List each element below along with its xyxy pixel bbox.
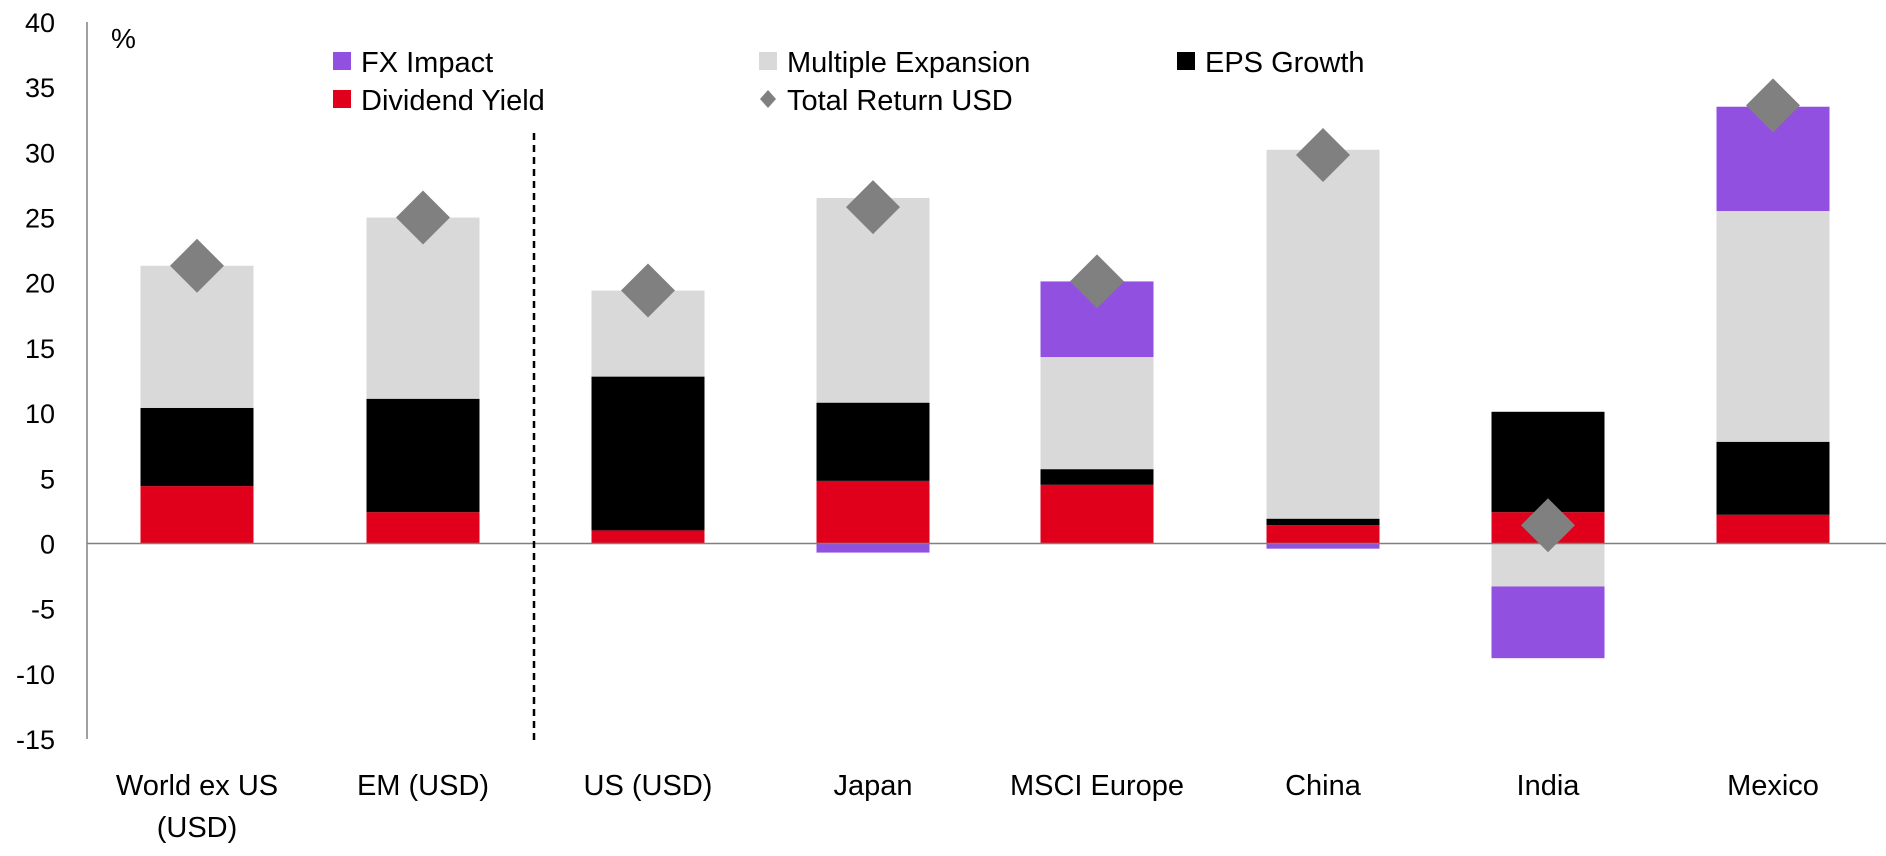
bar-multiple-expansion: [366, 217, 480, 399]
bars-layer: [140, 106, 1830, 659]
x-category-label: Japan: [833, 770, 912, 802]
legend-label: Total Return USD: [787, 85, 1013, 117]
legend-diamond-icon: [760, 90, 776, 108]
bar-multiple-expansion: [1040, 357, 1154, 470]
total-return-diamond: [846, 180, 900, 235]
x-category-label: Mexico: [1727, 770, 1819, 802]
total-return-diamond: [1746, 78, 1800, 133]
legend-label: Multiple Expansion: [787, 47, 1030, 79]
bar-dividend-yield: [1040, 484, 1154, 544]
bar-dividend-yield: [591, 530, 705, 544]
x-category-label: India: [1517, 770, 1581, 802]
y-tick-label: -5: [31, 595, 55, 625]
legend-swatch: [333, 90, 351, 108]
bar-dividend-yield: [366, 512, 480, 544]
bar-fx-impact: [1491, 586, 1605, 659]
bar-eps-growth: [1266, 518, 1380, 526]
legend-label: Dividend Yield: [361, 85, 545, 117]
y-tick-labels: 40 35 30 25 20 15 10 5 0 -5 -10 -15: [16, 8, 55, 755]
x-category-label: US (USD): [584, 770, 713, 802]
bar-fx-impact: [1266, 543, 1380, 549]
x-category-label: EM (USD): [357, 770, 489, 802]
y-tick-label: 20: [25, 269, 55, 299]
y-tick-label: 30: [25, 138, 55, 168]
bar-dividend-yield: [140, 486, 254, 544]
x-category-label: MSCI Europe: [1010, 770, 1184, 802]
legend-swatch: [333, 52, 351, 70]
bar-dividend-yield: [1716, 514, 1830, 544]
x-category-labels: World ex US (USD) EM (USD) US (USD) Japan MSC…: [116, 770, 1819, 844]
total-return-diamond: [1521, 498, 1575, 553]
bar-eps-growth: [140, 407, 254, 487]
y-tick-label: 5: [40, 464, 55, 494]
total-return-diamond: [170, 238, 224, 293]
x-category-label: China: [1285, 770, 1362, 802]
bar-eps-growth: [1716, 441, 1830, 515]
y-tick-label: 15: [25, 334, 55, 364]
y-tick-label: 25: [25, 204, 55, 234]
total-return-diamond: [1296, 127, 1350, 182]
bar-dividend-yield: [1266, 525, 1380, 544]
y-tick-label: -10: [16, 660, 55, 690]
bar-eps-growth: [366, 398, 480, 513]
legend-label: FX Impact: [361, 47, 493, 79]
bar-multiple-expansion: [1716, 211, 1830, 442]
x-category-label: (USD): [157, 812, 238, 844]
bar-fx-impact: [816, 543, 930, 553]
legend-swatch: [759, 52, 777, 70]
x-category-label: World ex US: [116, 770, 278, 802]
y-tick-label: -15: [16, 725, 55, 755]
y-unit-label: %: [111, 23, 136, 54]
y-tick-label: 40: [25, 8, 55, 38]
bar-eps-growth: [1491, 411, 1605, 513]
legend-swatch: [1177, 52, 1195, 70]
y-tick-label: 10: [25, 399, 55, 429]
bar-eps-growth: [816, 402, 930, 481]
y-tick-label: 0: [40, 529, 55, 559]
total-return-diamond: [396, 190, 450, 245]
legend-label: EPS Growth: [1205, 47, 1365, 79]
total-return-diamond: [1070, 254, 1124, 309]
total-return-diamond: [621, 263, 675, 318]
total-return-markers: [170, 78, 1800, 553]
bar-multiple-expansion: [1266, 149, 1380, 519]
bar-eps-growth: [1040, 469, 1154, 485]
legend: FX Impact Multiple Expansion EPS Growth Div…: [333, 47, 1365, 117]
y-tick-label: 35: [25, 73, 55, 103]
bar-eps-growth: [591, 376, 705, 531]
bar-dividend-yield: [816, 480, 930, 544]
